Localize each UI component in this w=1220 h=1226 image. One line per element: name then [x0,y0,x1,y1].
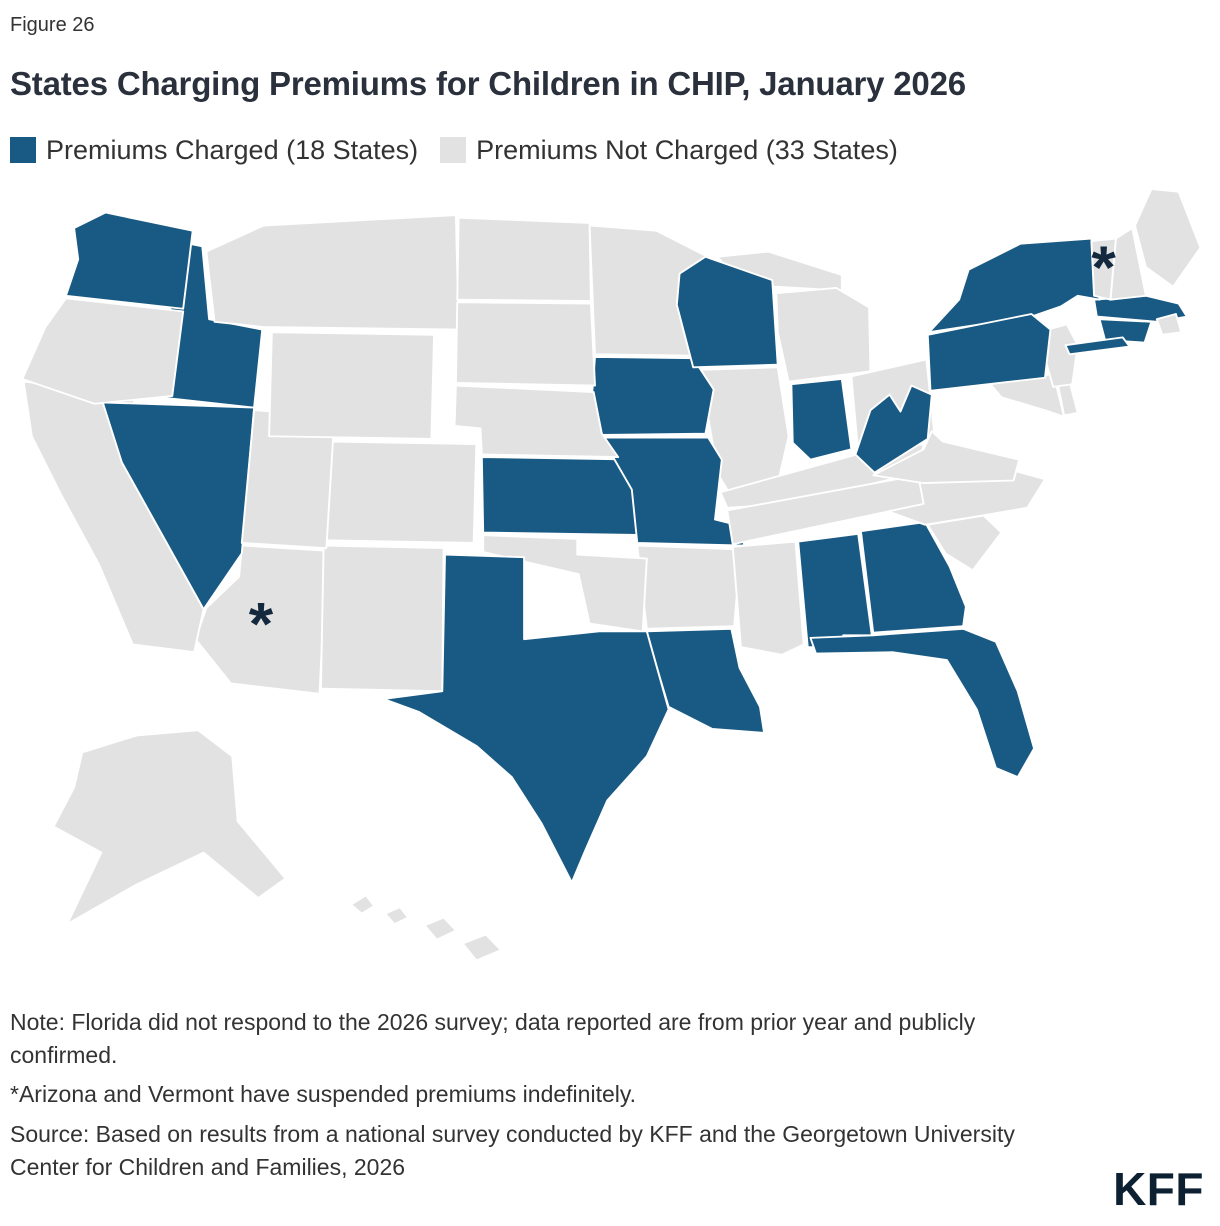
legend-swatch-not-charged [440,137,467,164]
state-HI [349,894,376,915]
state-ND [456,216,592,302]
state-HI [384,906,410,925]
legend-label-not-charged: Premiums Not Charged (33 States) [476,134,898,165]
state-IN [790,378,853,461]
note-asterisk: *Arizona and Vermont have suspended prem… [10,1081,637,1108]
suspended-asterisk-VT: * [1091,234,1116,300]
state-WI [675,255,779,369]
suspended-asterisk-AZ: * [249,591,274,657]
state-HI [461,933,502,962]
state-TN [726,474,925,546]
state-MS [731,540,805,656]
state-CO [322,440,478,544]
legend-item-charged: Premiums Charged (18 States) [10,135,418,166]
us-map-svg: ** [21,188,1202,962]
state-MT [205,214,460,331]
state-HI [423,916,457,941]
state-WV [854,384,933,474]
state-VA [872,430,1021,484]
note-florida: Note: Florida did not respond to the 202… [10,1008,976,1068]
state-AL [797,532,873,650]
state-PA [926,313,1052,392]
state-OR [21,297,185,405]
state-VT [1090,237,1117,301]
state-TX [382,553,670,884]
state-ME [1134,188,1202,288]
state-NM [319,544,445,693]
state-AR [636,544,742,630]
state-NY [1064,336,1131,356]
figure-label: Figure 26 [10,14,95,36]
state-IA [591,355,715,436]
legend: Premiums Charged (18 States) Premiums No… [10,135,1210,166]
state-NY [928,237,1101,334]
kff-logo: KFF [1113,1163,1204,1215]
us-choropleth-map: * * [10,180,1210,980]
state-SD [454,301,596,387]
state-NV [101,401,256,611]
state-SC [926,514,1003,572]
notes-block: Note: Florida did not respond to the 202… [10,1006,1045,1183]
figure-title: States Charging Premiums for Children in… [10,65,966,102]
legend-label-charged: Premiums Charged (18 States) [46,134,419,165]
legend-item-not-charged: Premiums Not Charged (33 States) [440,135,898,166]
source-note: Source: Based on results from a national… [10,1120,1015,1180]
state-NE [453,384,620,458]
state-WY [268,331,436,440]
state-CT [1098,318,1153,344]
legend-swatch-charged [10,137,36,164]
state-MI [775,286,872,383]
state-RI [1155,313,1183,336]
state-AK [52,729,287,925]
state-WA [64,211,194,310]
state-FL [809,627,1036,778]
